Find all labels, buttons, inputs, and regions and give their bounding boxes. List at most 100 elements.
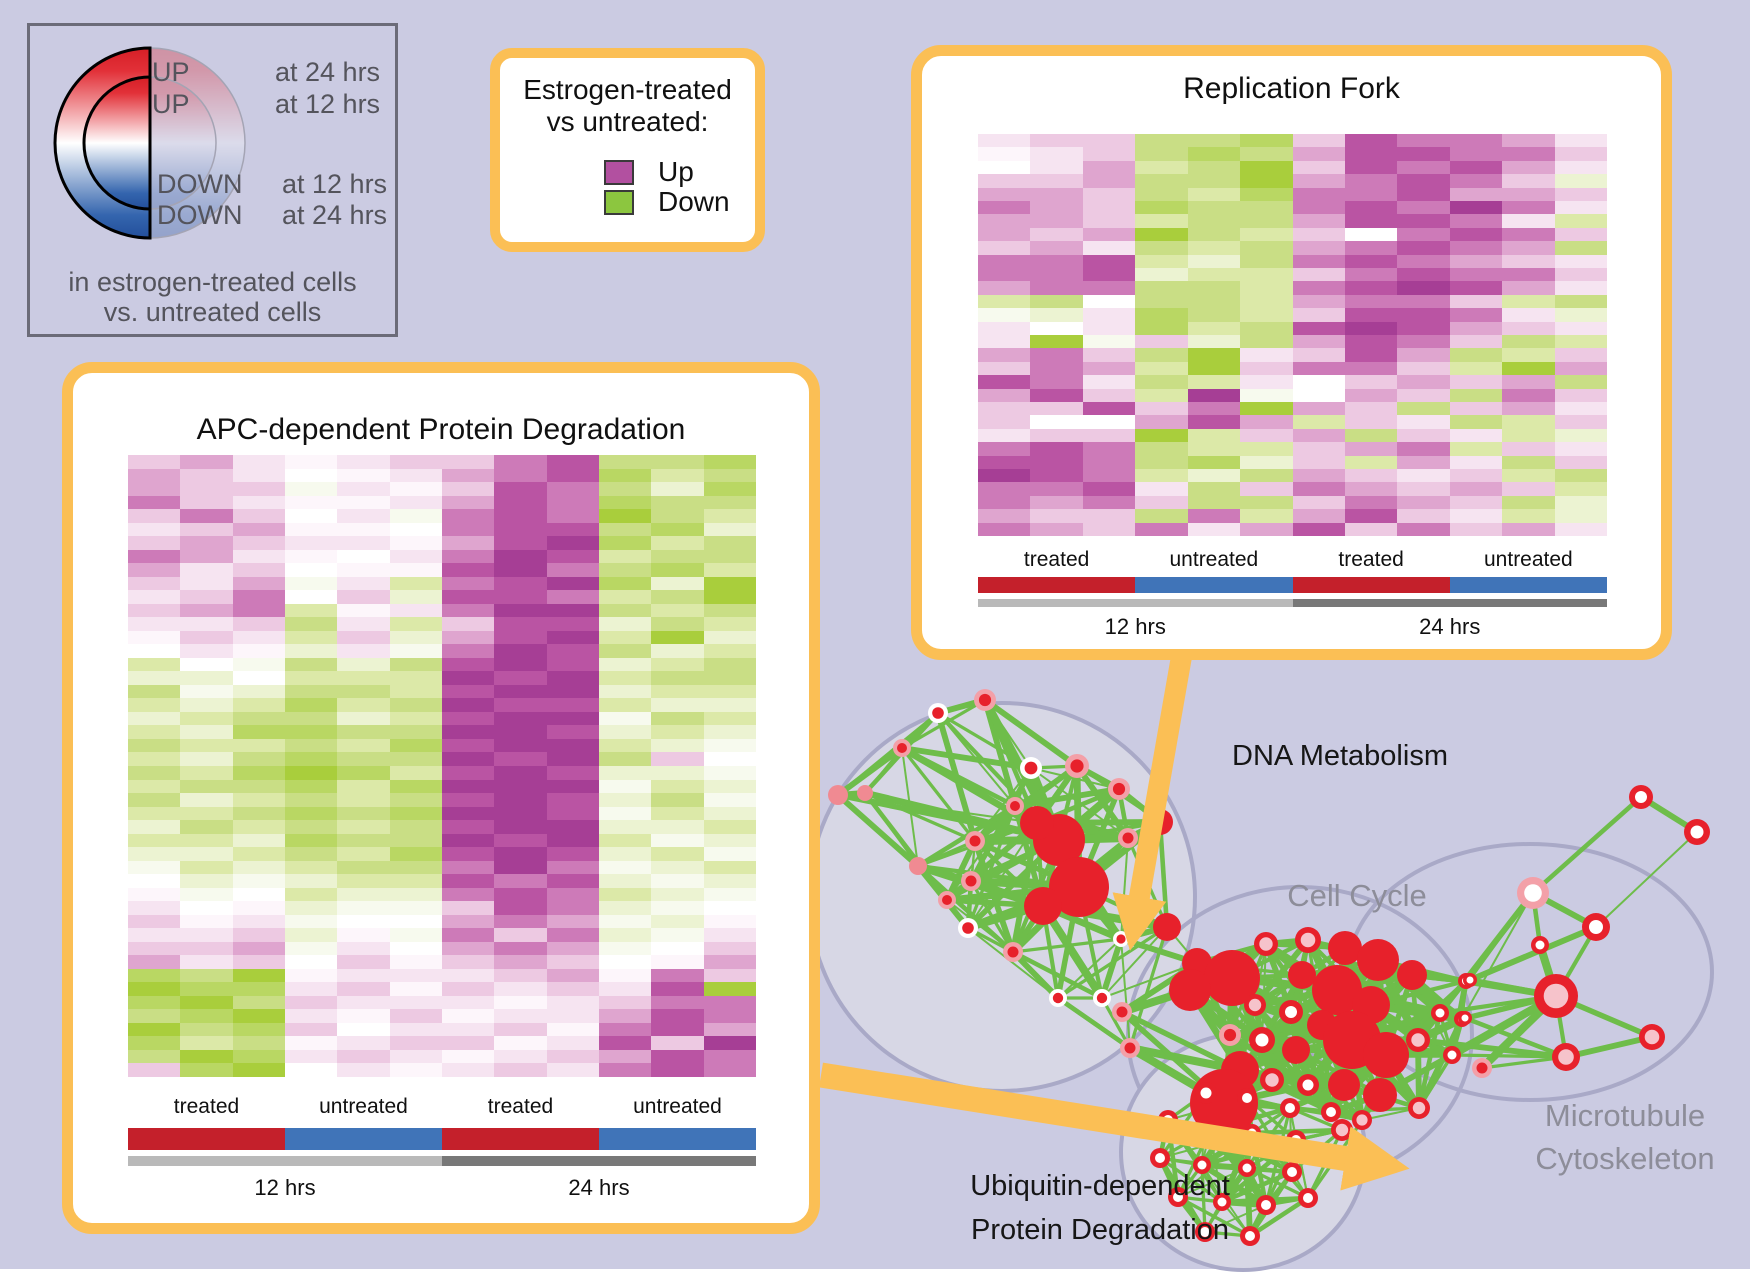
heatmap-cell xyxy=(651,779,704,794)
heatmap-cell xyxy=(978,428,1031,443)
heatmap-cell xyxy=(1554,495,1607,510)
condition-bar xyxy=(599,1128,756,1150)
arrow-repfork-to-network xyxy=(1112,646,1194,951)
heatmap-cell xyxy=(389,941,442,956)
heatmap-cell xyxy=(180,941,233,956)
heatmap-cell xyxy=(180,806,233,821)
heatmap-cell xyxy=(1554,401,1607,416)
heatmap-cell xyxy=(1502,388,1555,402)
heatmap-cell xyxy=(978,227,1031,242)
heatmap-cell xyxy=(598,509,652,523)
heatmap-cell xyxy=(598,806,652,821)
heatmap-cell xyxy=(1502,147,1555,161)
heatmap-cell xyxy=(284,495,338,510)
heatmap-cell xyxy=(703,671,756,685)
heatmap-cell xyxy=(1502,227,1555,242)
heatmap-cell xyxy=(180,711,233,726)
network-node xyxy=(1524,884,1542,902)
heatmap-cell xyxy=(1187,415,1241,429)
heatmap-cell xyxy=(546,941,599,956)
heatmap-cell xyxy=(441,914,495,929)
heatmap-cell xyxy=(128,860,181,875)
heatmap-cell xyxy=(1449,187,1503,201)
heatmap-cell xyxy=(651,1063,704,1077)
network-node xyxy=(1007,946,1019,958)
heatmap-cell xyxy=(1397,214,1450,228)
heatmap-cell xyxy=(598,522,652,537)
network-edge xyxy=(1221,1169,1293,1205)
heatmap-cell xyxy=(284,806,338,821)
heatmap-cell xyxy=(232,644,285,658)
heatmap-cell xyxy=(128,738,181,753)
heatmap-cell xyxy=(651,847,704,861)
network-edge xyxy=(837,792,1060,843)
heatmap-cell xyxy=(703,684,756,699)
heatmap-cell xyxy=(651,860,704,875)
heatmap-cell xyxy=(978,509,1031,523)
heatmap-cell xyxy=(546,955,599,969)
heatmap-cell xyxy=(546,806,599,821)
heatmap-cell xyxy=(1344,495,1398,510)
heatmap-cell xyxy=(651,765,704,780)
heatmap-cell xyxy=(1449,214,1503,228)
heatmap-cell xyxy=(441,901,495,915)
heatmap-cell xyxy=(494,1063,547,1077)
heatmap-cell xyxy=(1240,401,1293,416)
heatmap-cell xyxy=(703,738,756,753)
heatmap-cell xyxy=(232,725,285,739)
heatmap-cell xyxy=(651,820,704,834)
heatmap-cell xyxy=(180,887,233,902)
heatmap-cell xyxy=(337,617,390,631)
cluster-label-cell-cycle: Cell Cycle xyxy=(1287,878,1427,913)
heatmap-cell xyxy=(1397,227,1450,242)
heatmap-cell xyxy=(337,536,390,550)
network-node xyxy=(1326,1107,1336,1117)
heatmap-cell xyxy=(1449,415,1503,429)
heatmap-cell xyxy=(1030,495,1083,510)
heatmap-cell xyxy=(389,847,442,861)
heatmap-cell xyxy=(284,901,338,915)
network-node xyxy=(1635,791,1647,803)
heatmap-cell xyxy=(1502,214,1555,228)
heatmap-cell xyxy=(284,1022,338,1037)
heatmap-cell xyxy=(1502,361,1555,376)
network-node xyxy=(1285,1103,1295,1113)
heatmap-cell xyxy=(978,281,1031,295)
network-edge xyxy=(1120,1009,1242,1073)
heatmap-cell xyxy=(180,752,233,766)
heatmap-cell xyxy=(546,671,599,685)
heatmap-cell xyxy=(128,779,181,794)
heatmap-cell xyxy=(1030,241,1083,255)
heatmap-cell xyxy=(1397,308,1450,322)
heatmap-cell xyxy=(232,576,285,591)
heatmap-cell xyxy=(1449,348,1503,362)
network-node xyxy=(1302,1079,1314,1091)
heatmap-cell xyxy=(1344,200,1398,215)
heatmap-cell xyxy=(441,928,495,942)
heatmap-cell xyxy=(703,847,756,861)
network-node xyxy=(1412,1101,1426,1115)
network-node xyxy=(897,743,907,753)
heatmap-cell xyxy=(598,563,652,577)
heatmap-cell xyxy=(1135,254,1188,268)
heatmap-cell xyxy=(1344,348,1398,362)
heatmap-cell xyxy=(1082,442,1136,456)
heatmap-cell xyxy=(128,657,181,672)
network-node xyxy=(1690,825,1704,839)
arrow-apc-to-ubiquitin xyxy=(819,1062,1410,1191)
heatmap-cell xyxy=(337,793,390,807)
heatmap-cell xyxy=(651,955,704,969)
heatmap-cell xyxy=(651,563,704,577)
network-edge xyxy=(1120,938,1131,1049)
network-node xyxy=(1288,961,1316,989)
heatmap-cell xyxy=(494,779,547,794)
heatmap-cell xyxy=(703,887,756,902)
heatmap-cell xyxy=(703,603,756,618)
heatmap-cell xyxy=(703,590,756,604)
heatmap-cell xyxy=(1397,187,1450,201)
heatmap-cell xyxy=(1082,428,1136,443)
heatmap-cell xyxy=(389,455,442,469)
heatmap-cell xyxy=(1187,174,1241,188)
heatmap-cell xyxy=(494,1036,547,1050)
heatmap-cell xyxy=(180,914,233,929)
